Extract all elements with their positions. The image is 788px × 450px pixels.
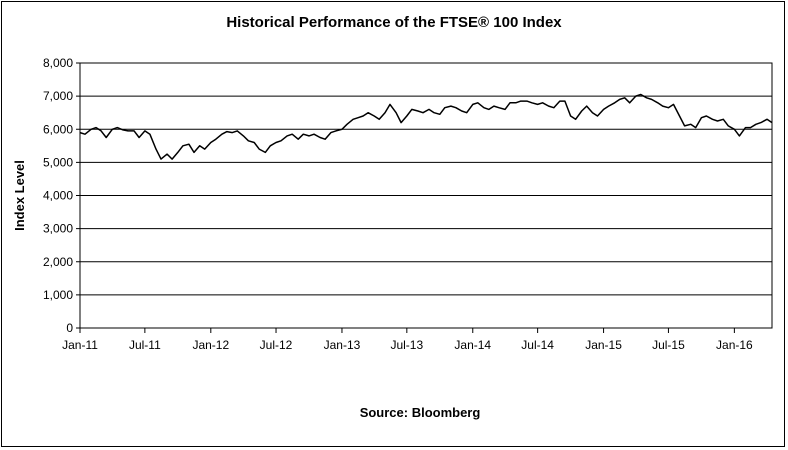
x-tick-label: Jan-15 [585, 338, 622, 352]
y-tick-label: 0 [66, 321, 73, 335]
y-tick-label: 3,000 [43, 222, 73, 236]
x-tick-label: Jul-14 [521, 338, 554, 352]
y-tick-label: 8,000 [43, 56, 73, 70]
y-tick-label: 1,000 [43, 288, 73, 302]
gridlines [80, 95, 772, 296]
series-line [79, 93, 773, 160]
x-tick-label: Jan-11 [62, 338, 98, 352]
series-layer [79, 93, 773, 160]
source-note: Source: Bloomberg [360, 405, 481, 420]
y-tick-label: 2,000 [43, 255, 73, 269]
x-tick-label: Jul-11 [129, 338, 161, 352]
chart-title: Historical Performance of the FTSE® 100 … [226, 14, 562, 31]
y-tick-label: 7,000 [43, 89, 73, 103]
x-tick-label: Jul-13 [390, 338, 423, 352]
y-axis-label: Index Level [12, 160, 27, 231]
x-tick-labels: Jan-11 Jul-11 Jan-12 Jul-12 Jan-13 Jul-13 Jan-… [62, 328, 753, 352]
x-tick-label: Jan-13 [324, 338, 361, 352]
x-tick-label: Jan-12 [192, 338, 229, 352]
x-tick-label: Jul-15 [652, 338, 685, 352]
x-tick-label: Jan-16 [716, 338, 753, 352]
plot-area-border [79, 62, 773, 329]
x-tick-label: Jul-12 [260, 338, 293, 352]
y-tick-label: 4,000 [43, 189, 73, 203]
x-tick-label: Jan-14 [454, 338, 491, 352]
y-tick-label: 5,000 [43, 155, 73, 169]
y-tick-labels: 0 1,000 2,000 3,000 4,000 5,000 6,000 7,000 8,00… [43, 56, 80, 335]
y-tick-label: 6,000 [43, 122, 73, 136]
